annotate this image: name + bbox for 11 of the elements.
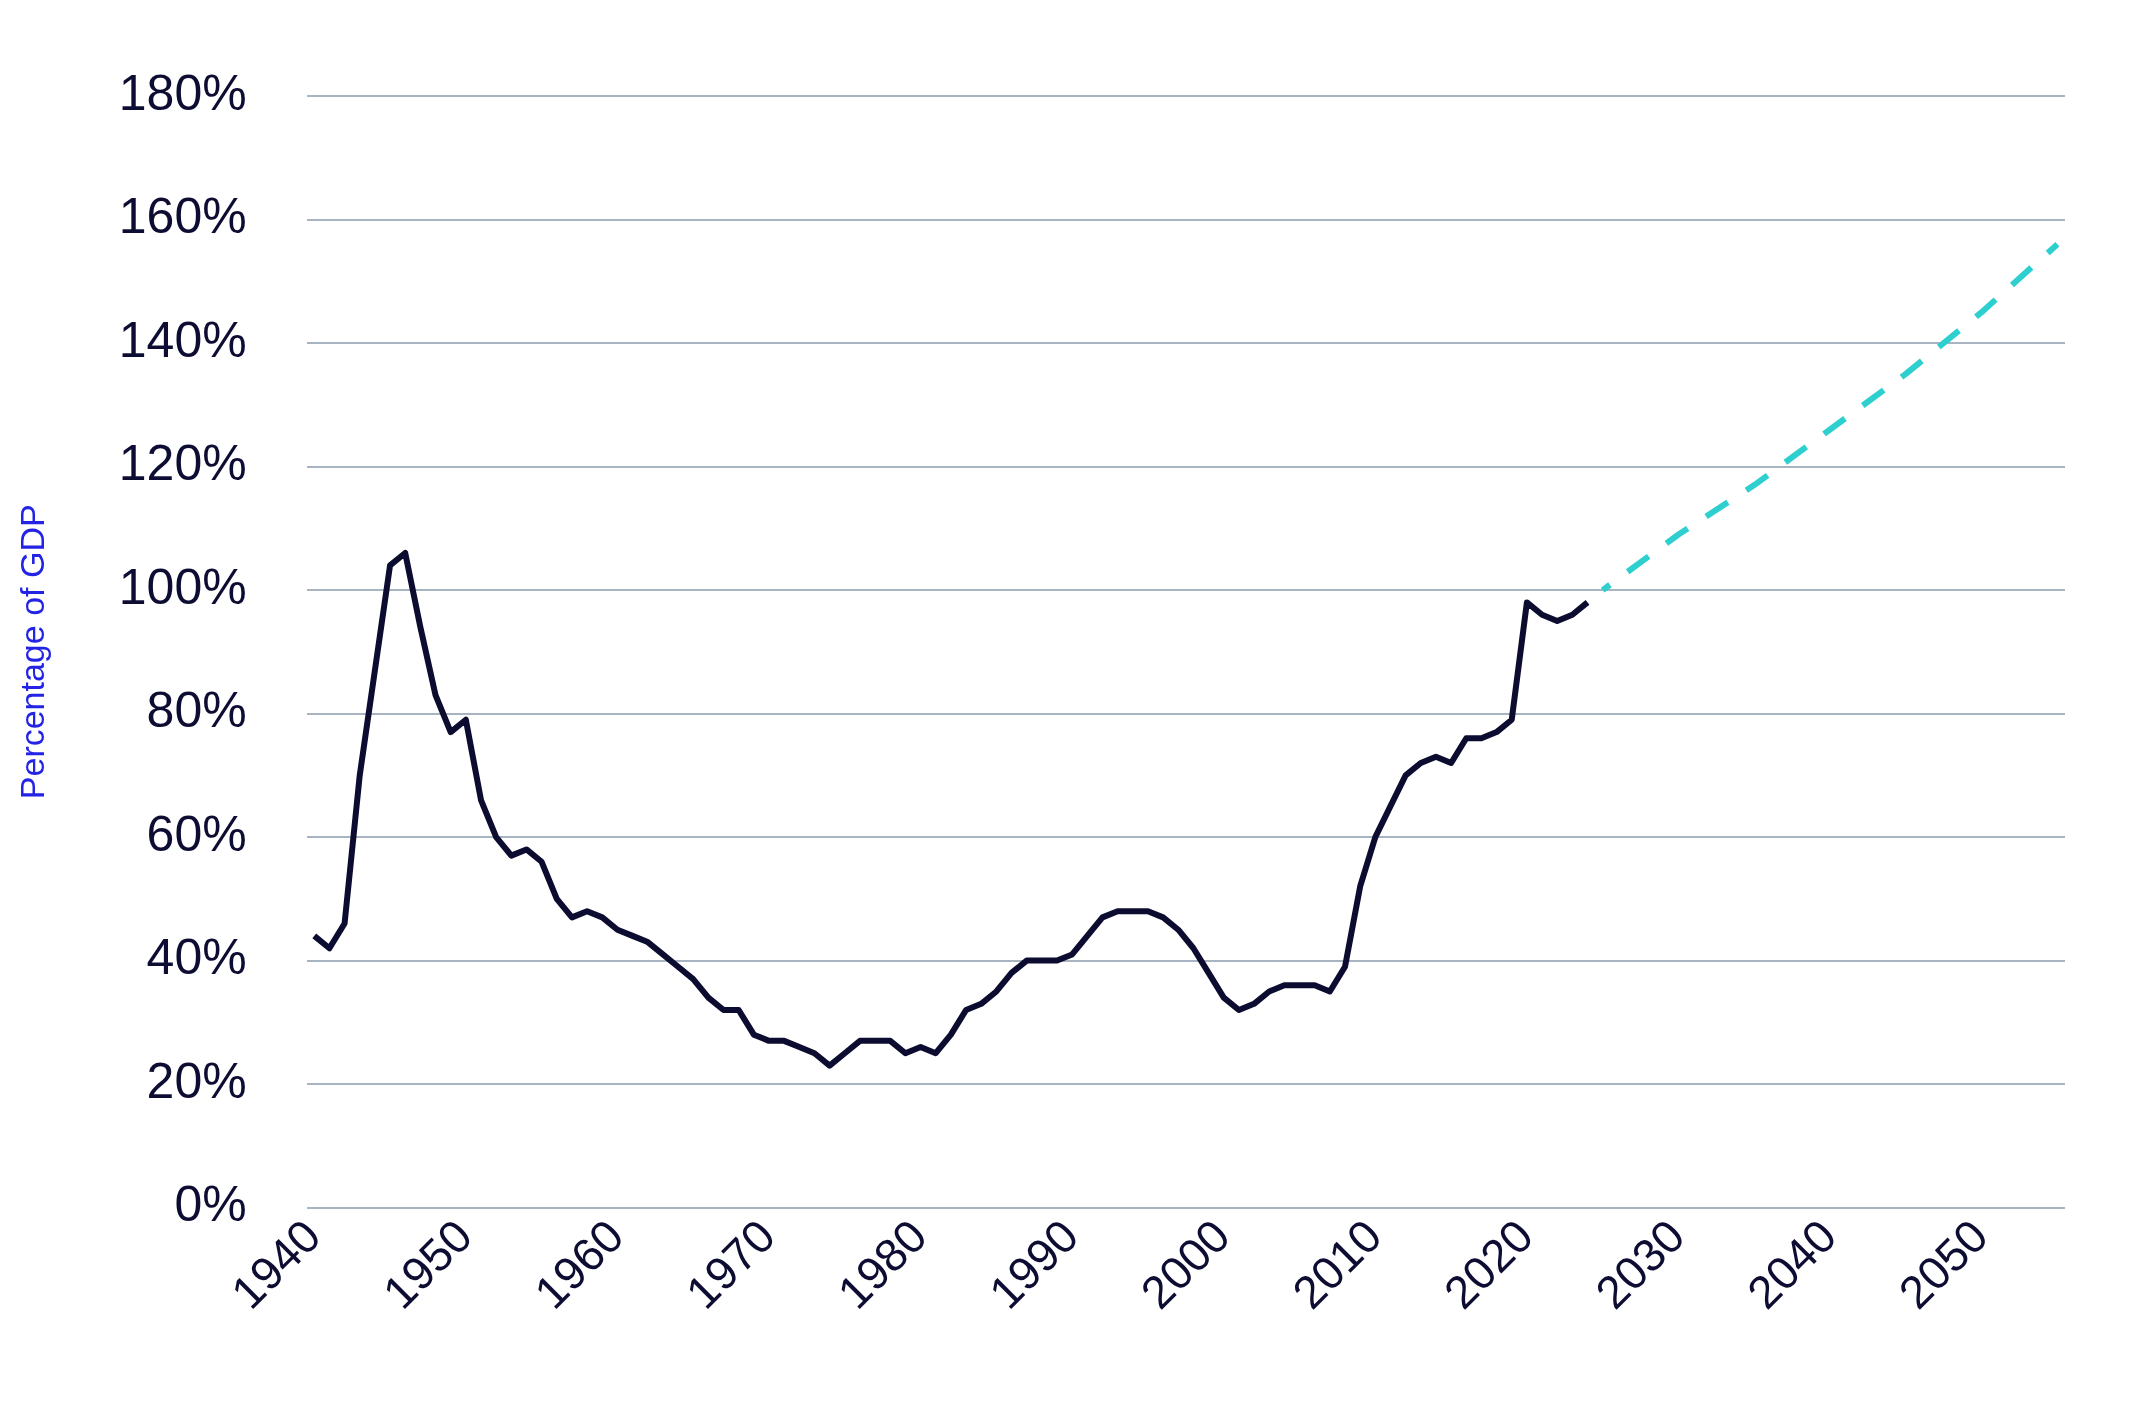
y-tick-label: 40%	[146, 929, 247, 986]
y-axis-title: Percentage of GDP	[12, 504, 51, 800]
y-tick-label: 120%	[118, 435, 247, 492]
y-tick-label: 140%	[118, 311, 247, 368]
y-tick-label: 80%	[146, 682, 247, 739]
y-tick-label: 160%	[118, 188, 247, 245]
y-tick-label: 100%	[118, 558, 247, 615]
y-tick-label: 180%	[118, 64, 247, 121]
y-tick-label: 20%	[146, 1052, 247, 1109]
y-tick-label: 60%	[146, 805, 247, 862]
y-tick-label: 0%	[174, 1176, 247, 1233]
